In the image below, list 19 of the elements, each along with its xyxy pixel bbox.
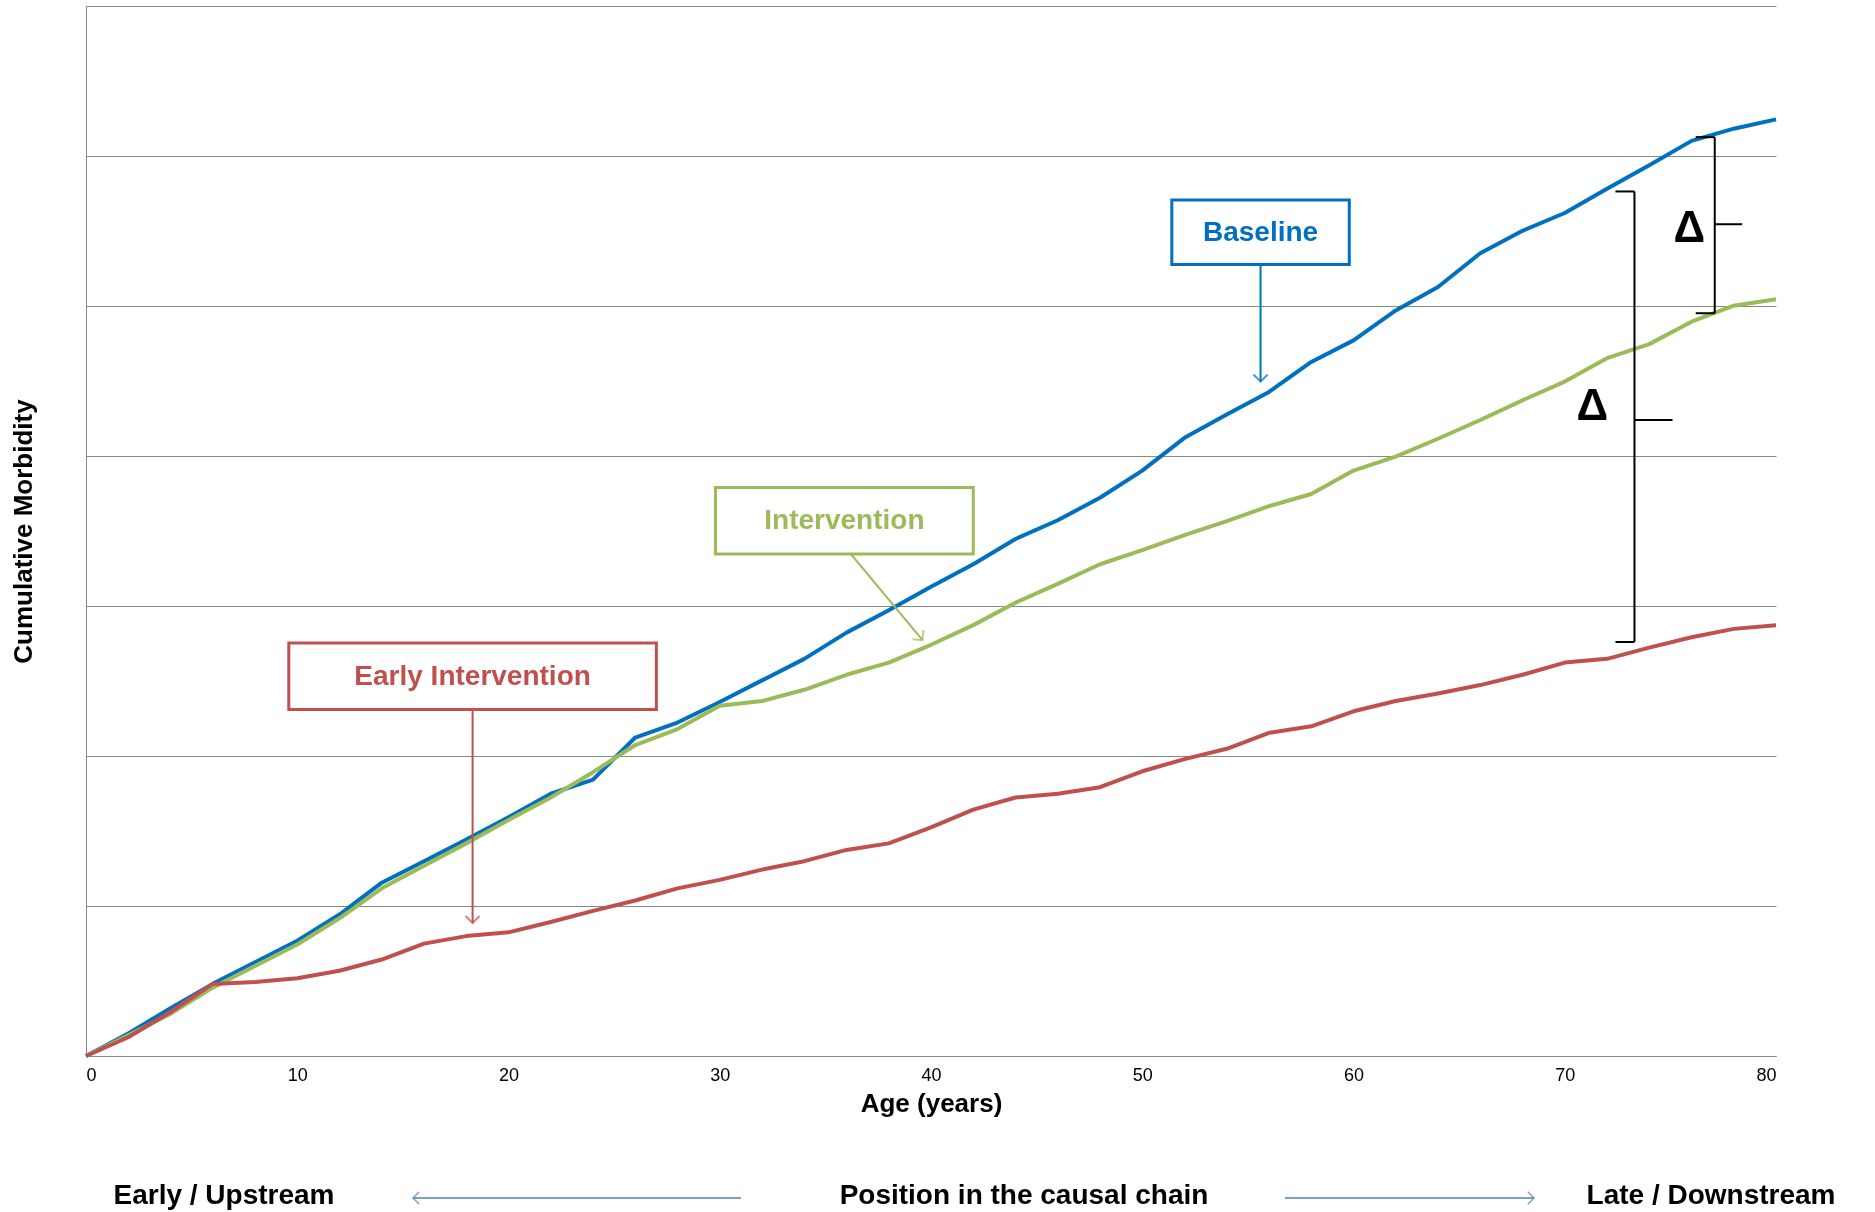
annotation: Δ — [1673, 201, 1706, 251]
x-tick-label: 10 — [287, 1064, 308, 1085]
annotation: Δ — [1576, 379, 1609, 429]
y-axis-title: Cumulative Morbidity — [7, 398, 38, 664]
x-tick-label: 40 — [921, 1064, 942, 1085]
x-axis-title: Age (years) — [860, 1087, 1003, 1118]
x-tick-label: 0 — [86, 1064, 97, 1085]
text: Early Intervention — [354, 659, 591, 691]
x-tick-label: 60 — [1343, 1064, 1365, 1085]
x-tick-label: 50 — [1132, 1064, 1153, 1085]
x-tick-label: 70 — [1555, 1064, 1576, 1085]
x-tick-label: 20 — [498, 1064, 520, 1085]
text: Position in the causal chain — [839, 1179, 1209, 1210]
text: Intervention — [764, 504, 925, 536]
text: Baseline — [1202, 215, 1319, 247]
x-tick-label: 80 — [1756, 1064, 1777, 1085]
text: Late / Downstream — [1586, 1179, 1836, 1210]
x-tick-label: 30 — [710, 1064, 731, 1085]
text: Early / Upstream — [113, 1179, 335, 1210]
